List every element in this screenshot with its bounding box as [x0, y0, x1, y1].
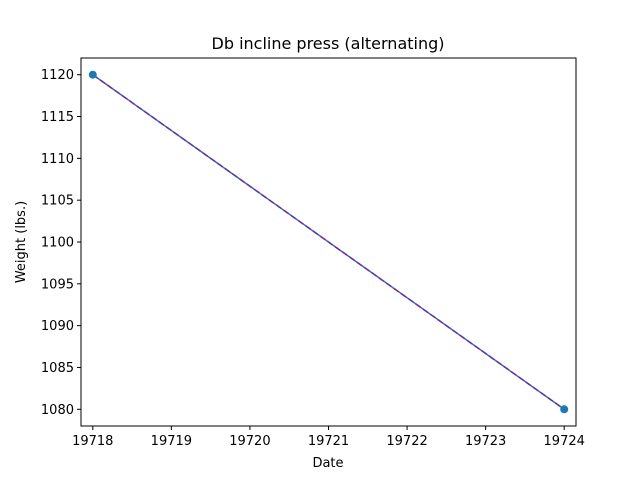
x-tick-label: 19721	[308, 434, 349, 449]
y-tick-label: 1105	[41, 194, 74, 209]
y-tick-label: 1115	[41, 110, 74, 125]
x-tick-label: 19723	[465, 434, 506, 449]
data-point	[560, 405, 569, 414]
x-tick-label: 19722	[386, 434, 427, 449]
y-tick-label: 1120	[41, 68, 74, 83]
plot-area: 19718 19719 19720 19721 19722 19723 19724 1080…	[41, 57, 585, 449]
x-tick-label: 19718	[72, 434, 113, 449]
x-tick-label: 19724	[544, 434, 585, 449]
trend-line	[92, 74, 565, 410]
y-ticks: 1080 1085 1090 1095 1100 1105 1110 1115 1120	[41, 68, 81, 418]
series-layer	[88, 70, 569, 414]
chart-title: Db incline press (alternating)	[212, 34, 445, 53]
x-tick-label: 19720	[229, 434, 270, 449]
y-tick-label: 1090	[41, 319, 74, 334]
y-tick-label: 1095	[41, 277, 74, 292]
y-tick-label: 1110	[41, 152, 74, 167]
y-tick-label: 1085	[41, 361, 74, 376]
y-axis-label: Weight (lbs.)	[14, 201, 29, 283]
y-tick-label: 1080	[41, 403, 74, 418]
x-ticks: 19718 19719 19720 19721 19722 19723 19724	[72, 426, 585, 449]
x-axis-label: Date	[312, 456, 343, 471]
x-tick-label: 19719	[151, 434, 192, 449]
data-point	[88, 70, 97, 79]
y-tick-label: 1100	[41, 236, 74, 251]
